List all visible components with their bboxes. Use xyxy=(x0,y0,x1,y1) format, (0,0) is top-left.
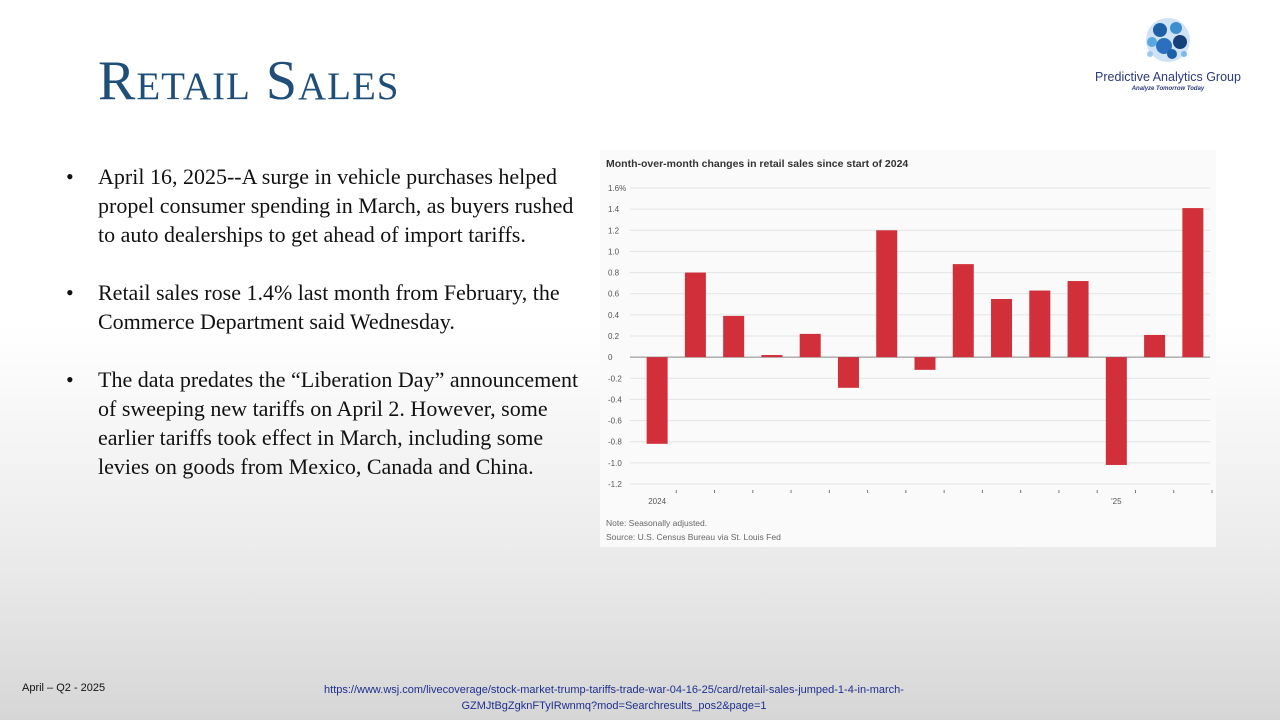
bar xyxy=(1029,290,1051,358)
y-tick-label: -0.4 xyxy=(608,395,622,404)
bar xyxy=(952,264,974,358)
x-tick-label: '25 xyxy=(1111,497,1122,506)
y-tick-label: 0.2 xyxy=(608,332,620,341)
bullet-text: April 16, 2025--A surge in vehicle purch… xyxy=(98,164,574,247)
bar xyxy=(684,272,706,358)
bar xyxy=(876,230,898,358)
logo-name: Predictive Analytics Group xyxy=(1095,70,1241,84)
retail-sales-chart: Month-over-month changes in retail sales… xyxy=(600,150,1216,547)
company-logo: Predictive Analytics Group Analyze Tomor… xyxy=(1088,14,1248,104)
bar xyxy=(799,333,821,358)
bar xyxy=(837,357,859,388)
y-tick-label: -0.6 xyxy=(608,417,622,426)
y-tick-label: 1.2 xyxy=(608,226,620,235)
x-tick-label: 2024 xyxy=(648,497,666,506)
bar xyxy=(761,355,783,358)
y-tick-label: 0.6 xyxy=(608,290,620,299)
bar xyxy=(646,357,668,444)
y-tick-label: 0.4 xyxy=(608,311,620,320)
bar xyxy=(914,357,936,370)
bar xyxy=(1144,334,1166,358)
bullet-list: • April 16, 2025--A surge in vehicle purc… xyxy=(60,162,590,510)
bar xyxy=(1105,357,1127,465)
chart-source: Source: U.S. Census Bureau via St. Louis… xyxy=(606,532,781,542)
chart-title: Month-over-month changes in retail sales… xyxy=(606,158,908,170)
bar xyxy=(723,315,745,358)
source-link[interactable]: https://www.wsj.com/livecoverage/stock-m… xyxy=(324,684,904,712)
bar xyxy=(991,299,1013,358)
bullet-text: The data predates the “Liberation Day” a… xyxy=(98,367,579,479)
y-tick-label: -0.8 xyxy=(608,438,622,447)
footer-date: April – Q2 - 2025 xyxy=(22,682,106,694)
y-tick-label: -1.0 xyxy=(608,459,622,468)
chart-svg: Month-over-month changes in retail sales… xyxy=(606,158,1213,542)
bullet-item: • April 16, 2025--A surge in vehicle purc… xyxy=(66,164,574,247)
slide-title: Retail Sales xyxy=(98,50,400,112)
y-tick-label: 1.6% xyxy=(608,184,626,193)
y-tick-label: 1.4 xyxy=(608,205,620,214)
logo-tagline: Analyze Tomorrow Today xyxy=(1131,86,1205,92)
y-tick-label: -1.2 xyxy=(608,480,622,489)
chart-note: Note: Seasonally adjusted. xyxy=(606,518,707,528)
y-tick-label: 0.8 xyxy=(608,269,620,278)
y-tick-label: 1.0 xyxy=(608,247,620,256)
bar xyxy=(1067,281,1089,358)
globe-icon xyxy=(1146,18,1190,62)
y-tick-label: -0.2 xyxy=(608,374,622,383)
bar xyxy=(1182,208,1204,358)
y-tick-label: 0 xyxy=(608,353,613,362)
bullet-item: • The data predates the “Liberation Day” … xyxy=(66,367,579,479)
bullet-text: Retail sales rose 1.4% last month from F… xyxy=(98,280,560,334)
bullet-item: • Retail sales rose 1.4% last month from … xyxy=(66,280,560,334)
